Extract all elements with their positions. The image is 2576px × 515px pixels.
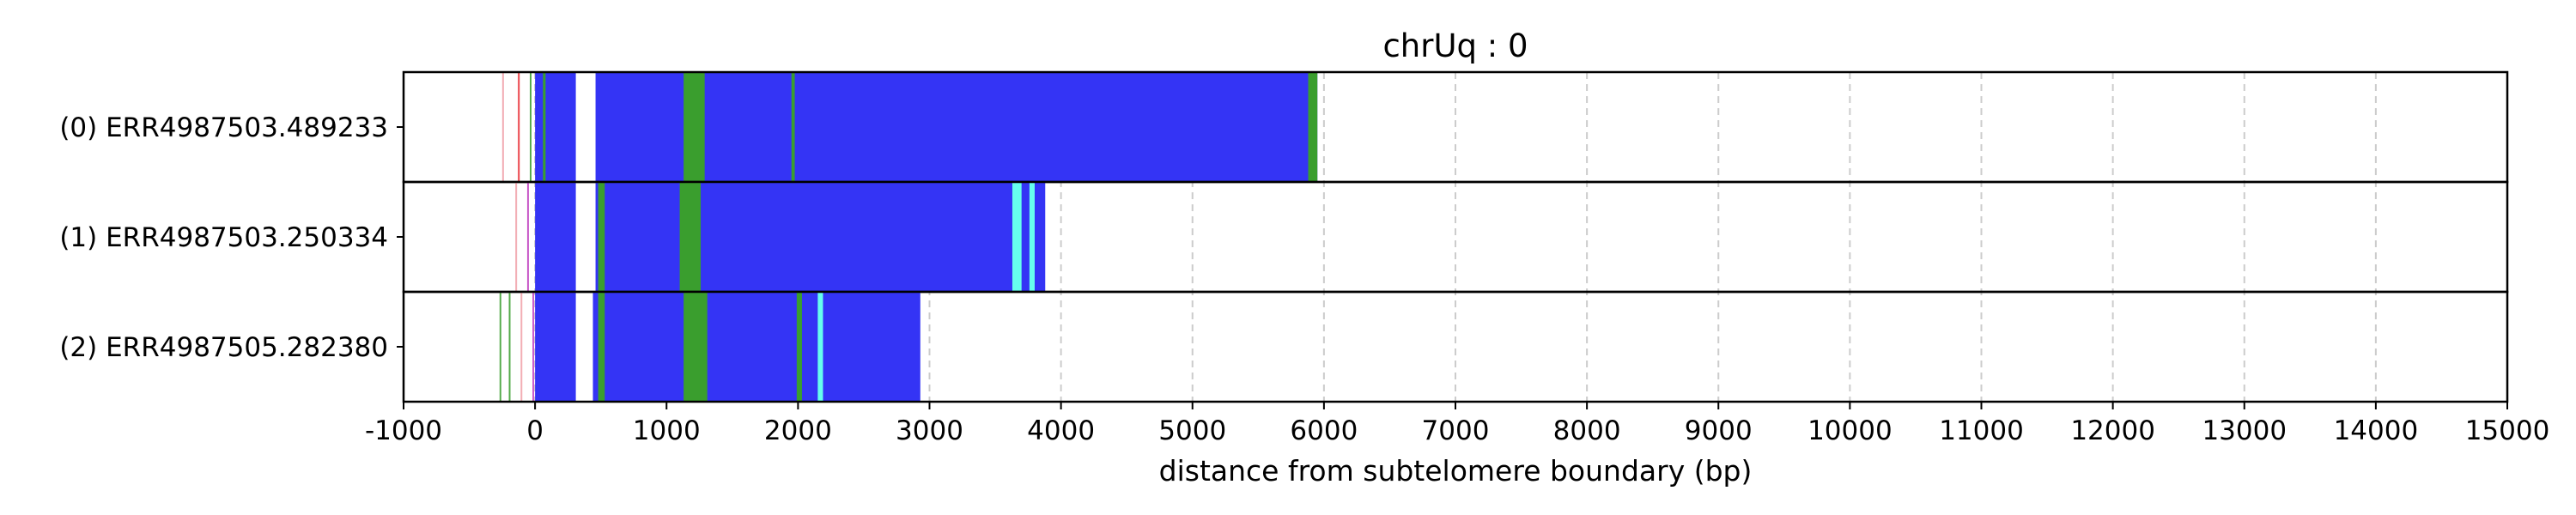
read-segment [1012, 182, 1022, 292]
x-tick-label: 10000 [1807, 415, 1893, 446]
read-segment [595, 182, 1046, 292]
x-tick-label: 12000 [2070, 415, 2155, 446]
read-segment [535, 72, 576, 182]
read-feature-line [532, 292, 535, 402]
x-tick-label: 4000 [1027, 415, 1095, 446]
read-segment [679, 182, 702, 292]
x-tick-label: 8000 [1553, 415, 1621, 446]
read-track [402, 290, 2509, 403]
x-tick-label: 11000 [1939, 415, 2024, 446]
read-segment [796, 292, 802, 402]
read-track [402, 70, 2509, 184]
read-feature-line [530, 72, 532, 182]
read-feature-line [508, 292, 511, 402]
chart-title: chrUq : 0 [1382, 27, 1528, 64]
read-segment [535, 292, 576, 402]
read-segment [791, 72, 795, 182]
read-segment [535, 182, 576, 292]
read-segment [598, 182, 605, 292]
read-feature-line [515, 182, 518, 292]
read-tracks [402, 70, 2509, 403]
x-tick-label: -1000 [365, 415, 442, 446]
read-label: (1) ERR4987503.250334 [59, 222, 388, 253]
read-segment [683, 292, 708, 402]
read-label: (0) ERR4987503.489233 [59, 112, 388, 143]
read-feature-line [520, 292, 523, 402]
x-tick-label: 7000 [1422, 415, 1490, 446]
read-segment [543, 72, 546, 182]
read-segment [817, 292, 823, 402]
read-feature-line [518, 72, 520, 182]
x-tick-label: 6000 [1290, 415, 1358, 446]
read-segment [684, 72, 693, 182]
x-axis-label: distance from subtelomere boundary (bp) [1159, 454, 1753, 488]
read-segment [592, 292, 920, 402]
read-feature-line [499, 292, 501, 402]
read-feature-line [501, 72, 504, 182]
read-feature-line [526, 182, 529, 292]
x-axis-ticks: -1000 0 1000 2000 3000 4000 5000 6000 7000 8000 90… [365, 402, 2549, 446]
x-tick-label: 0 [526, 415, 544, 446]
read-segment [598, 292, 605, 402]
x-tick-label: 15000 [2465, 415, 2550, 446]
x-tick-label: 1000 [633, 415, 701, 446]
x-tick-label: 14000 [2334, 415, 2419, 446]
x-tick-label: 13000 [2202, 415, 2287, 446]
x-tick-label: 9000 [1685, 415, 1753, 446]
x-tick-label: 3000 [896, 415, 963, 446]
read-segment [595, 72, 1318, 182]
x-tick-label: 2000 [764, 415, 832, 446]
read-label: (2) ERR4987505.282380 [59, 332, 388, 363]
x-tick-label: 5000 [1158, 415, 1226, 446]
read-segment [1029, 182, 1035, 292]
read-labels: (0) ERR4987503.489233 (1) ERR4987503.2503… [59, 112, 404, 363]
read-segment [1308, 72, 1318, 182]
